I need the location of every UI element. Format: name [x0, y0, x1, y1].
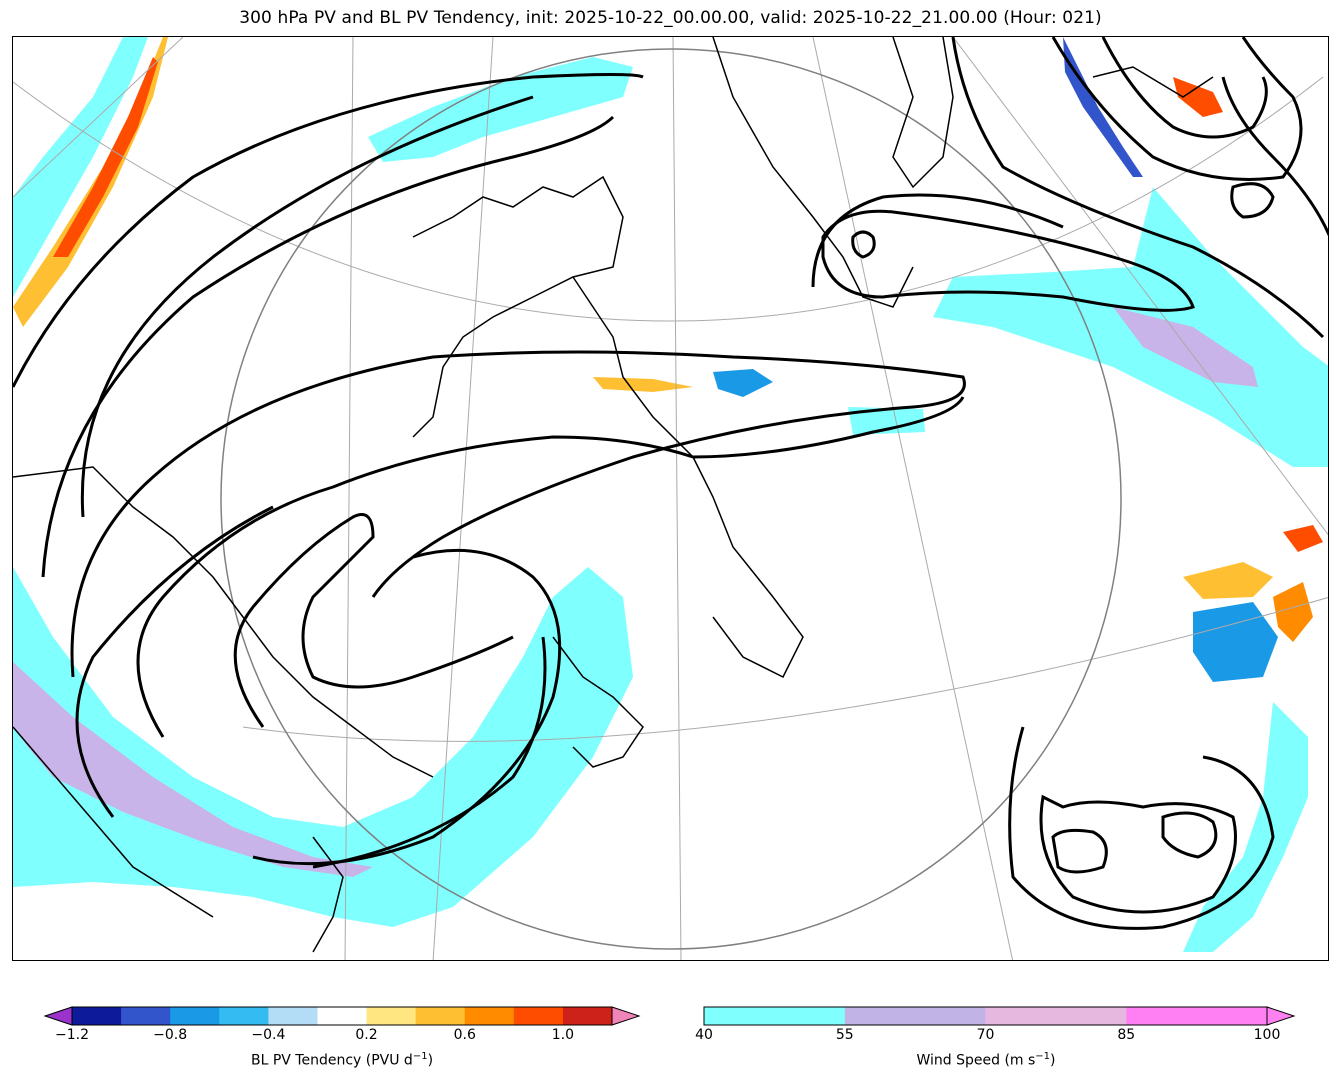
pv-tendency-level-swatch	[170, 1007, 220, 1025]
pv-tendency-tick-label: −0.8	[153, 1027, 188, 1043]
pv-tendency-tick-label: −0.4	[251, 1027, 286, 1043]
pv-tendency-tick-label: −1.2	[55, 1027, 89, 1043]
jet-patch-central	[848, 407, 925, 435]
wind-speed-level-swatch	[985, 1007, 1127, 1025]
pv-patch-labrador-neg	[713, 369, 773, 397]
pv-tendency-level-swatch	[219, 1007, 269, 1025]
pv-tendency-level-swatch	[464, 1007, 515, 1025]
pv-patch-east-pos	[1183, 562, 1273, 599]
pv-patch-labrador	[593, 377, 693, 392]
jet-streak-north	[13, 37, 148, 297]
pv-tendency-tick-label: 1.0	[551, 1027, 575, 1043]
jet-core-east	[1113, 307, 1258, 387]
map-canvas	[13, 37, 1328, 960]
map-panel	[12, 36, 1329, 961]
pv-tendency-level-swatch	[513, 1007, 564, 1025]
pv-contours	[13, 37, 1328, 930]
wind-speed-level-swatch	[844, 1007, 986, 1025]
wind-speed-colorbar-label: Wind Speed (m s−1)	[916, 1051, 1056, 1069]
pv-spot-ne	[1173, 77, 1223, 117]
jet-streak-southeast	[1183, 702, 1308, 952]
coastlines	[13, 37, 1214, 953]
projection-circle	[220, 48, 1122, 950]
pv-tendency-level-swatch	[268, 1007, 318, 1025]
graticule	[13, 37, 1328, 960]
pv-tendency-tick-label: 0.2	[355, 1027, 378, 1043]
wind-speed-colorbar-bar	[703, 1006, 1296, 1026]
pv-patch-east-strong	[1283, 525, 1323, 552]
wind-speed-level-swatch	[704, 1007, 846, 1025]
pv-tendency-colorbar: −1.2 −0.8 −0.4 0.2 0.6 1.0 BL PV Tendency (PV…	[30, 985, 670, 1080]
pv-patch-east-pos2	[1273, 582, 1313, 642]
pv-tendency-level-swatch	[317, 1007, 368, 1025]
pv-tendency-tick-label: 0.6	[453, 1027, 476, 1043]
wind-speed-tick-label: 70	[976, 1027, 995, 1043]
pv-tendency-colorbar-label: BL PV Tendency (PVU d−1)	[250, 1051, 434, 1069]
pv-tendency-level-swatch	[562, 1007, 613, 1025]
wind-speed-tick-label: 85	[1117, 1027, 1136, 1043]
pv-tendency-level-swatch	[366, 1007, 417, 1025]
pv-patch-east-neg	[1193, 602, 1278, 682]
pv-band-positive-nw	[13, 37, 168, 327]
wind-speed-colorbar: 40 55 70 85 100 Wind Speed (m s−1)	[690, 985, 1320, 1080]
pv-band-strong-nw	[53, 57, 158, 257]
jet-streak-southwest	[13, 567, 633, 927]
wind-speed-tick-label: 40	[695, 1027, 713, 1043]
pv-tendency-colorbar-bar	[43, 1006, 641, 1026]
pv-tendency-level-swatch	[72, 1007, 122, 1025]
pv-tendency-shading	[13, 37, 1323, 682]
pv-tendency-level-swatch	[121, 1007, 171, 1025]
wind-speed-tick-label: 100	[1253, 1027, 1281, 1043]
wind-speed-level-swatch	[1126, 1007, 1268, 1025]
figure-title: 300 hPa PV and BL PV Tendency, init: 202…	[239, 8, 1102, 28]
pv-tendency-level-swatch	[415, 1007, 466, 1025]
wind-speed-tick-label: 55	[835, 1027, 854, 1043]
jet-streak-labrador	[368, 57, 633, 162]
